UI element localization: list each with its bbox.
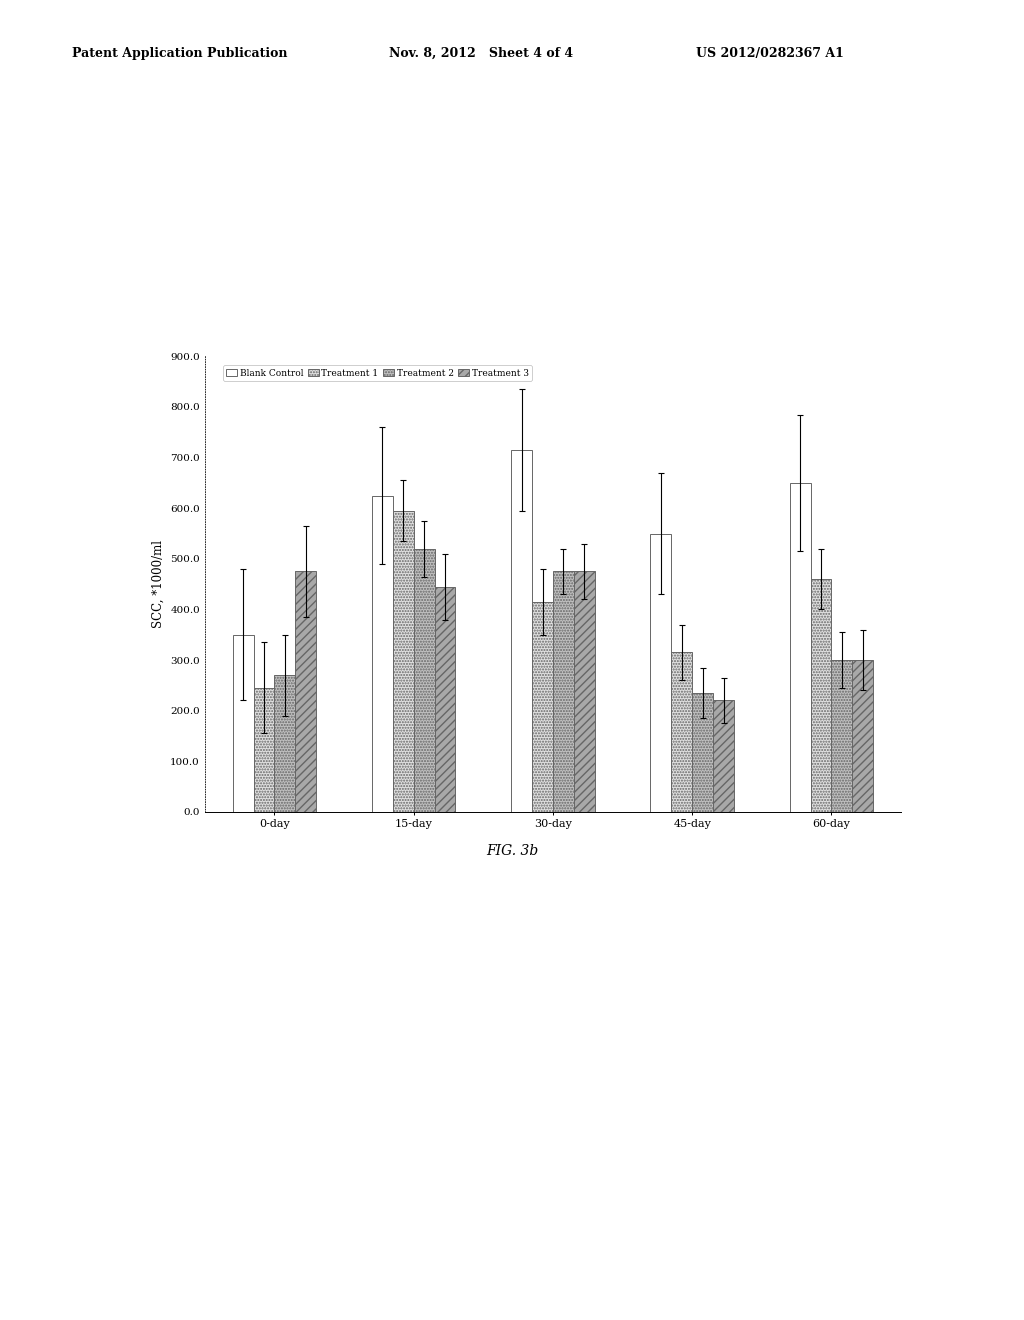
- Bar: [274, 676, 295, 812]
- Bar: [573, 572, 595, 812]
- Bar: [232, 635, 254, 812]
- Text: Nov. 8, 2012   Sheet 4 of 4: Nov. 8, 2012 Sheet 4 of 4: [389, 46, 573, 59]
- Bar: [254, 688, 274, 812]
- Bar: [811, 579, 831, 812]
- Bar: [672, 652, 692, 812]
- Text: Patent Application Publication: Patent Application Publication: [72, 46, 287, 59]
- Legend: Blank Control, Treatment 1, Treatment 2, Treatment 3: Blank Control, Treatment 1, Treatment 2,…: [223, 366, 531, 380]
- Bar: [372, 495, 393, 812]
- Y-axis label: SCC, *1000/ml: SCC, *1000/ml: [152, 540, 165, 628]
- Bar: [434, 586, 456, 812]
- Text: US 2012/0282367 A1: US 2012/0282367 A1: [696, 46, 844, 59]
- Bar: [414, 549, 434, 812]
- Text: FIG. 3b: FIG. 3b: [485, 845, 539, 858]
- Bar: [713, 701, 734, 812]
- Bar: [511, 450, 532, 812]
- Bar: [532, 602, 553, 812]
- Bar: [393, 511, 414, 812]
- Bar: [650, 533, 672, 812]
- Bar: [852, 660, 873, 812]
- Bar: [553, 572, 573, 812]
- Bar: [692, 693, 713, 812]
- Bar: [790, 483, 811, 812]
- Bar: [831, 660, 852, 812]
- Bar: [295, 572, 316, 812]
